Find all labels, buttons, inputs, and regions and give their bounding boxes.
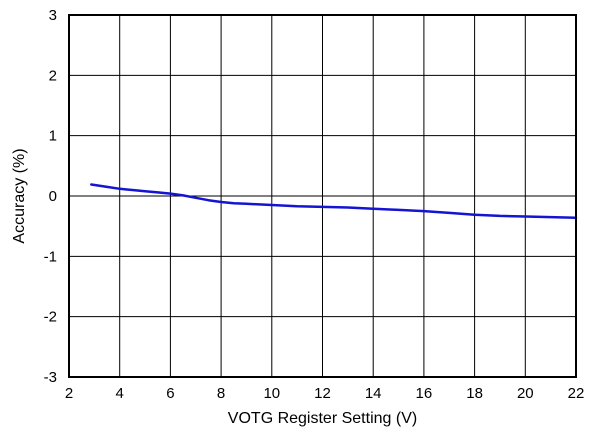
x-tick-label: 10 — [263, 385, 280, 402]
y-tick-label: -3 — [44, 369, 57, 386]
y-tick-label: -2 — [44, 309, 57, 326]
y-axis-label: Accuracy (%) — [11, 148, 28, 243]
y-tick-label: 3 — [49, 7, 57, 24]
series-layer — [90, 183, 578, 219]
x-tick-label: 18 — [466, 385, 483, 402]
x-tick-label: 2 — [65, 385, 73, 402]
y-tick-label: 2 — [49, 67, 57, 84]
x-axis-label: VOTG Register Setting (V) — [228, 410, 417, 427]
series-line — [90, 183, 578, 219]
x-tick-label: 4 — [116, 385, 124, 402]
x-tick-label: 12 — [314, 385, 331, 402]
x-tick-label: 16 — [416, 385, 433, 402]
x-tick-label: 8 — [217, 385, 225, 402]
x-tick-label: 14 — [365, 385, 382, 402]
grid — [69, 15, 576, 377]
y-axis-ticks: -3 -2 -1 0 1 2 3 — [44, 7, 57, 386]
y-tick-label: -1 — [44, 248, 57, 265]
x-axis-ticks: 2 4 6 8 10 12 14 16 18 20 22 — [65, 385, 585, 402]
plot-frame — [68, 14, 577, 378]
x-tick-label: 6 — [166, 385, 174, 402]
x-tick-label: 22 — [568, 385, 585, 402]
y-tick-label: 0 — [49, 188, 57, 205]
y-tick-label: 1 — [49, 128, 57, 145]
x-tick-label: 20 — [517, 385, 534, 402]
